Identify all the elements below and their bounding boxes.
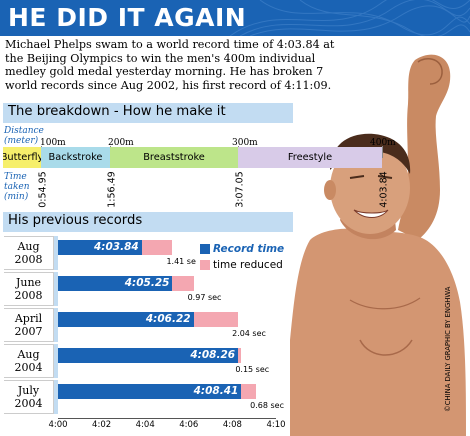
record-date: July 2004 bbox=[4, 380, 54, 414]
segment-freestyle: Freestyle bbox=[238, 147, 382, 168]
record-date: Aug 2008 bbox=[4, 236, 54, 270]
record-date: April 2007 bbox=[4, 308, 54, 342]
reduced-bar bbox=[193, 312, 239, 327]
record-month: June bbox=[15, 276, 42, 289]
distance-300m: 300m bbox=[232, 138, 258, 148]
tick-400m bbox=[382, 146, 383, 158]
distance-label: Distance (meter) bbox=[4, 126, 44, 146]
split-time-100m: 0:54.95 bbox=[37, 171, 49, 208]
time-label-line2: taken bbox=[4, 182, 30, 192]
legend-record-swatch bbox=[200, 244, 210, 254]
reduced-bar bbox=[172, 276, 194, 291]
record-bar bbox=[58, 348, 239, 363]
record-month: April bbox=[14, 312, 43, 325]
athlete-photo bbox=[290, 54, 466, 436]
x-axis bbox=[58, 418, 276, 419]
distance-label-line1: Distance bbox=[4, 126, 44, 136]
segment-breaststroke: Breaststroke bbox=[110, 147, 238, 168]
time-label-line1: Time bbox=[4, 172, 27, 182]
legend-reduced-label: time reduced bbox=[213, 259, 283, 271]
intro-paragraph: Michael Phelps swam to a world record ti… bbox=[5, 38, 335, 92]
reduced-time-label: 2.04 sec bbox=[232, 329, 266, 338]
segment-backstroke: Backstroke bbox=[41, 147, 110, 168]
records-legend: Record time time reduced bbox=[196, 240, 288, 274]
reduced-bar bbox=[141, 240, 173, 255]
x-tick-label: 4:04 bbox=[135, 420, 155, 430]
breakdown-header: The breakdown - How he make it bbox=[3, 103, 293, 123]
reduced-bar bbox=[238, 348, 242, 363]
record-year: 2008 bbox=[14, 289, 43, 302]
x-tick-label: 4:08 bbox=[222, 420, 242, 430]
records-title: His previous records bbox=[8, 213, 143, 228]
breakdown-title: The breakdown - How he make it bbox=[8, 104, 226, 119]
record-date: June 2008 bbox=[4, 272, 54, 306]
x-tick-label: 4:10 bbox=[266, 420, 286, 430]
record-month: Aug bbox=[17, 348, 40, 361]
record-month: Aug bbox=[17, 240, 40, 253]
record-time-label: 4:08.26 bbox=[190, 349, 236, 361]
record-year: 2007 bbox=[14, 325, 43, 338]
legend-record-label: Record time bbox=[213, 243, 285, 255]
record-bar bbox=[58, 240, 142, 255]
header-banner: HE DID IT AGAIN bbox=[0, 0, 470, 36]
reduced-bar bbox=[241, 384, 257, 399]
distance-400m: 400m bbox=[370, 138, 396, 148]
split-time-400m: 4:03.84 bbox=[378, 171, 390, 208]
record-date: Aug 2004 bbox=[4, 344, 54, 378]
split-time-200m: 1:56.49 bbox=[106, 171, 118, 208]
record-time-label: 4:03.84 bbox=[93, 241, 139, 253]
x-tick-label: 4:06 bbox=[179, 420, 199, 430]
time-label: Time taken (min) bbox=[4, 172, 30, 202]
record-year: 2008 bbox=[14, 253, 43, 266]
x-tick-label: 4:02 bbox=[92, 420, 112, 430]
distance-label-line2: (meter) bbox=[4, 136, 39, 146]
record-bar bbox=[58, 384, 242, 399]
time-label-line3: (min) bbox=[4, 192, 29, 202]
record-time-label: 4:06.22 bbox=[145, 313, 191, 325]
split-time-300m: 3:07.05 bbox=[234, 171, 246, 208]
legend-reduced-swatch bbox=[200, 260, 210, 270]
legend-record: Record time bbox=[200, 243, 284, 255]
record-year: 2004 bbox=[14, 361, 43, 374]
record-time-label: 4:08.41 bbox=[193, 385, 239, 397]
header-pattern bbox=[229, 0, 470, 36]
page-title: HE DID IT AGAIN bbox=[8, 3, 247, 32]
record-month: July bbox=[17, 384, 40, 397]
x-tick-label: 4:00 bbox=[48, 420, 68, 430]
segment-butterfly: Butterfly bbox=[3, 147, 41, 168]
reduced-time-label: 0.97 sec bbox=[187, 293, 222, 302]
record-bar bbox=[58, 276, 173, 291]
reduced-time-label: 0.15 sec bbox=[235, 365, 270, 374]
records-header: His previous records bbox=[3, 212, 293, 232]
distance-100m: 100m bbox=[40, 138, 66, 148]
legend-reduced: time reduced bbox=[200, 259, 283, 271]
reduced-time-label: 1.41 sec bbox=[166, 257, 201, 266]
record-time-label: 4:05.25 bbox=[124, 277, 170, 289]
credit-line: ©CHINA DAILY GRAPHIC BY ENGHWA bbox=[444, 286, 452, 412]
distance-200m: 200m bbox=[108, 138, 134, 148]
record-year: 2004 bbox=[14, 397, 43, 410]
reduced-time-label: 0.68 sec bbox=[250, 401, 284, 410]
record-bar bbox=[58, 312, 194, 327]
